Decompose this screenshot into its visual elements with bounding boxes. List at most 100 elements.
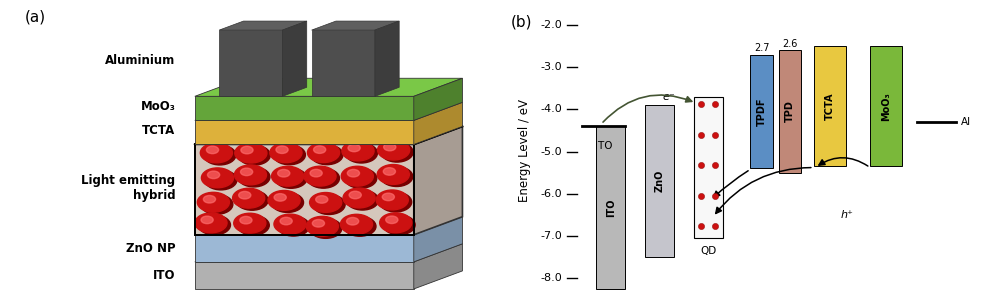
Text: QD: QD: [700, 246, 716, 256]
Text: TCTA: TCTA: [825, 92, 835, 120]
Text: MoO₃: MoO₃: [140, 100, 176, 113]
Circle shape: [233, 213, 266, 233]
Polygon shape: [195, 102, 463, 120]
Circle shape: [383, 143, 396, 151]
Circle shape: [381, 142, 413, 162]
Circle shape: [275, 169, 307, 188]
Circle shape: [273, 145, 306, 165]
Circle shape: [199, 215, 230, 235]
Text: TPDF: TPDF: [757, 97, 767, 126]
Polygon shape: [195, 78, 463, 96]
Text: ZnO: ZnO: [654, 170, 664, 192]
Circle shape: [310, 169, 322, 177]
Circle shape: [313, 195, 346, 215]
Text: Energy Level / eV: Energy Level / eV: [518, 99, 531, 202]
Circle shape: [280, 217, 292, 225]
Circle shape: [385, 216, 398, 224]
Circle shape: [344, 216, 376, 236]
Circle shape: [316, 196, 328, 203]
Circle shape: [204, 195, 215, 203]
Circle shape: [383, 215, 415, 235]
Circle shape: [234, 143, 267, 163]
Bar: [693, 97, 723, 238]
Bar: [750, 54, 774, 169]
Circle shape: [278, 169, 290, 177]
Polygon shape: [414, 78, 463, 120]
Polygon shape: [195, 144, 414, 235]
Polygon shape: [375, 21, 399, 96]
Circle shape: [348, 144, 360, 152]
Circle shape: [276, 146, 288, 154]
Circle shape: [268, 191, 300, 210]
Circle shape: [379, 192, 412, 212]
Circle shape: [311, 145, 343, 165]
Text: -6.0: -6.0: [540, 189, 562, 199]
Bar: [780, 50, 800, 173]
Text: MoO₃: MoO₃: [881, 92, 891, 121]
Circle shape: [308, 143, 340, 163]
Circle shape: [205, 170, 237, 190]
Circle shape: [238, 145, 270, 165]
Circle shape: [314, 146, 326, 154]
Circle shape: [277, 216, 310, 236]
Circle shape: [207, 146, 218, 154]
Circle shape: [201, 216, 213, 224]
Circle shape: [379, 213, 412, 233]
Circle shape: [308, 168, 340, 188]
Polygon shape: [195, 217, 463, 235]
Circle shape: [383, 168, 395, 175]
Text: ZnO NP: ZnO NP: [126, 242, 176, 255]
Circle shape: [342, 141, 374, 161]
Polygon shape: [414, 217, 463, 262]
Bar: [596, 126, 626, 289]
Text: Light emitting
hybrid: Light emitting hybrid: [81, 174, 176, 202]
Polygon shape: [195, 244, 463, 262]
Text: TCTA: TCTA: [142, 124, 176, 138]
Circle shape: [234, 165, 266, 185]
Circle shape: [232, 188, 265, 208]
Text: -7.0: -7.0: [540, 231, 562, 241]
Bar: [870, 46, 902, 166]
Text: -5.0: -5.0: [540, 147, 562, 157]
Circle shape: [310, 219, 342, 238]
Circle shape: [237, 215, 269, 235]
Polygon shape: [195, 126, 463, 144]
Circle shape: [350, 191, 361, 199]
Circle shape: [240, 216, 252, 224]
Polygon shape: [312, 30, 375, 96]
Circle shape: [341, 214, 372, 234]
Circle shape: [238, 167, 270, 187]
Circle shape: [313, 219, 325, 227]
Polygon shape: [195, 120, 414, 144]
Text: 2.6: 2.6: [782, 39, 797, 49]
Text: -8.0: -8.0: [540, 273, 562, 283]
Circle shape: [198, 192, 229, 212]
Polygon shape: [282, 21, 307, 96]
Circle shape: [204, 145, 236, 165]
Text: 2.7: 2.7: [754, 43, 770, 53]
Circle shape: [304, 166, 336, 186]
Polygon shape: [414, 126, 463, 235]
Polygon shape: [195, 262, 414, 289]
Circle shape: [208, 171, 219, 178]
Circle shape: [346, 143, 377, 163]
Circle shape: [348, 169, 359, 177]
Circle shape: [201, 194, 232, 214]
Circle shape: [270, 143, 302, 163]
Bar: [644, 105, 674, 257]
Circle shape: [306, 216, 339, 236]
Text: -3.0: -3.0: [540, 62, 562, 72]
Polygon shape: [219, 21, 307, 30]
Circle shape: [271, 166, 304, 186]
Text: ITO: ITO: [606, 198, 616, 217]
Text: ITO: ITO: [595, 141, 613, 151]
Text: Aluminium: Aluminium: [105, 54, 176, 67]
Circle shape: [236, 190, 268, 210]
Circle shape: [377, 140, 410, 160]
Polygon shape: [195, 96, 414, 120]
Circle shape: [238, 191, 251, 199]
Circle shape: [195, 213, 227, 233]
Circle shape: [380, 167, 413, 187]
Text: e⁻: e⁻: [663, 92, 675, 102]
Circle shape: [201, 143, 232, 163]
